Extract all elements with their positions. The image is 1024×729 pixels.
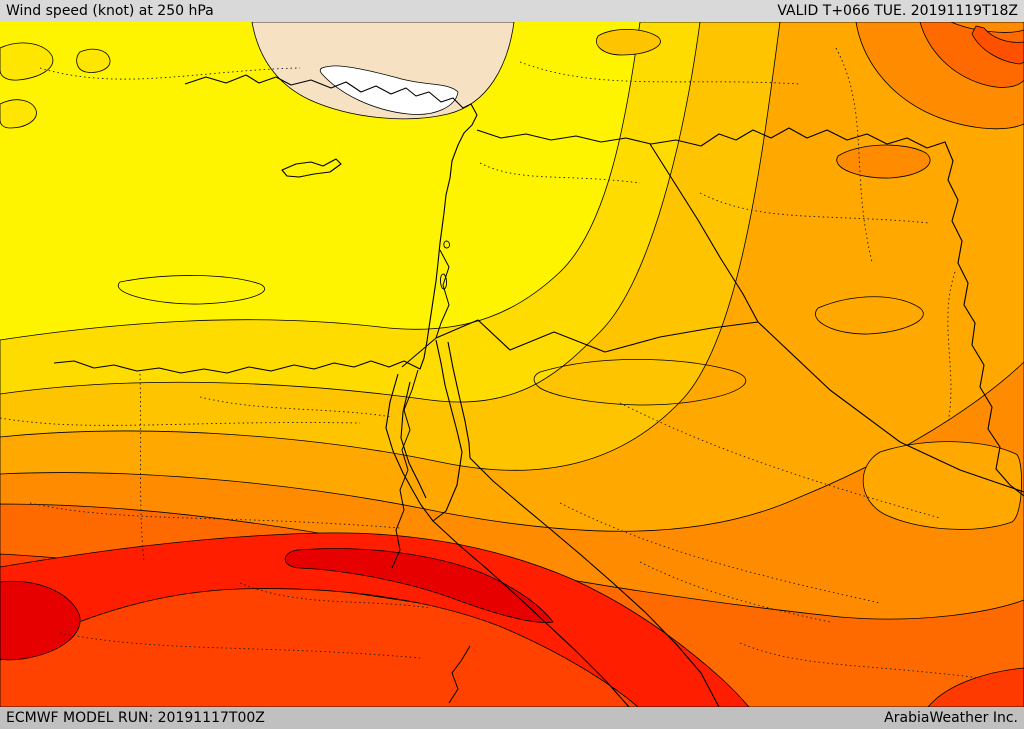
map-title: Wind speed (knot) at 250 hPa	[6, 3, 214, 19]
validity-time: VALID T+066 TUE. 20191119T18Z	[777, 3, 1018, 19]
country-borders	[401, 127, 1024, 497]
wind-map	[0, 22, 1024, 707]
red-sea-west-coast	[432, 520, 630, 707]
admin-boundaries-dotted	[0, 47, 981, 679]
header-bar: Wind speed (knot) at 250 hPa VALID T+066…	[0, 0, 1024, 22]
low-wind-white-region	[319, 65, 459, 115]
provider-credit: ArabiaWeather Inc.	[884, 710, 1018, 726]
jet-core-region	[284, 548, 554, 623]
contour-bands	[0, 22, 1024, 707]
coastlines	[53, 74, 720, 707]
cyprus-island	[281, 158, 342, 178]
jet-streak-region	[0, 532, 750, 707]
red-sea-east-coast	[469, 457, 720, 707]
model-run-label: ECMWF MODEL RUN: 20191117T00Z	[6, 710, 265, 726]
footer-bar: ECMWF MODEL RUN: 20191117T00Z ArabiaWeat…	[0, 707, 1024, 729]
nile-river	[391, 369, 419, 569]
